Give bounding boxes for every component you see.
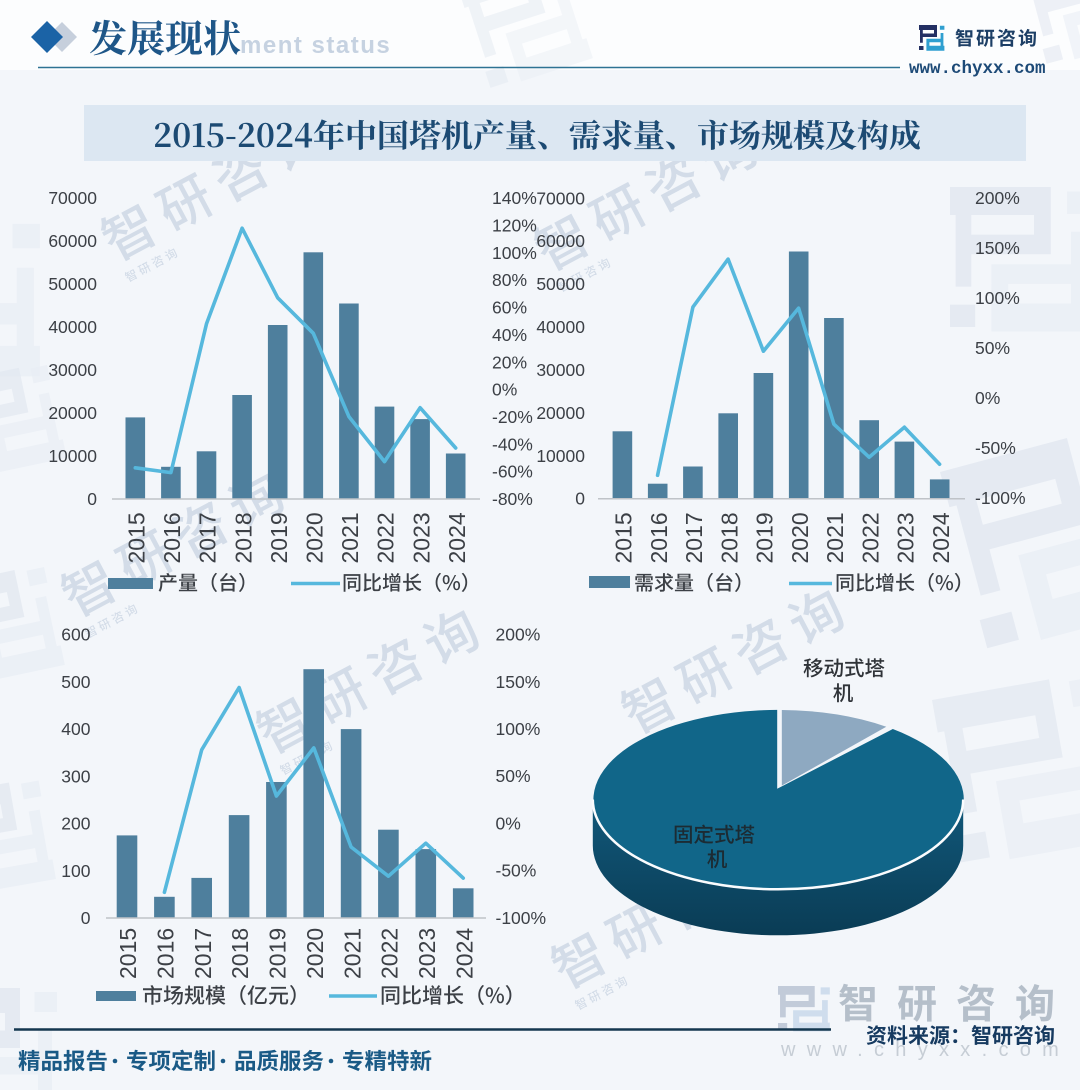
svg-text:20000: 20000 bbox=[536, 403, 585, 423]
svg-text:2021: 2021 bbox=[822, 512, 848, 563]
svg-text:0: 0 bbox=[81, 908, 91, 928]
svg-text:50000: 50000 bbox=[48, 274, 97, 294]
svg-text:2022: 2022 bbox=[377, 928, 403, 979]
svg-text:40000: 40000 bbox=[48, 317, 97, 337]
svg-text:2015: 2015 bbox=[115, 928, 141, 979]
svg-text:2017: 2017 bbox=[681, 512, 707, 563]
svg-text:www.chyxx.com: www.chyxx.com bbox=[780, 1039, 1070, 1061]
svg-text:2018: 2018 bbox=[227, 928, 253, 979]
svg-text:-100%: -100% bbox=[496, 908, 547, 928]
svg-text:50%: 50% bbox=[975, 338, 1010, 358]
svg-text:30000: 30000 bbox=[48, 360, 97, 380]
svg-text:70000: 70000 bbox=[536, 188, 585, 208]
svg-text:200%: 200% bbox=[975, 188, 1020, 208]
svg-text:200%: 200% bbox=[496, 625, 541, 645]
svg-text:-100%: -100% bbox=[975, 488, 1026, 508]
svg-text:2016: 2016 bbox=[159, 512, 185, 563]
svg-text:40%: 40% bbox=[492, 325, 527, 345]
svg-text:500: 500 bbox=[61, 672, 90, 692]
svg-text:2020: 2020 bbox=[787, 512, 813, 563]
svg-text:120%: 120% bbox=[492, 216, 537, 236]
svg-text:80%: 80% bbox=[492, 270, 527, 290]
svg-text:60%: 60% bbox=[492, 298, 527, 318]
svg-text:2023: 2023 bbox=[893, 512, 919, 563]
svg-text:400: 400 bbox=[61, 719, 90, 739]
svg-text:2023: 2023 bbox=[408, 512, 434, 563]
svg-text:0%: 0% bbox=[975, 388, 1000, 408]
svg-text:2021: 2021 bbox=[337, 512, 363, 563]
svg-text:2023: 2023 bbox=[414, 928, 440, 979]
svg-text:2024: 2024 bbox=[928, 512, 954, 563]
svg-text:150%: 150% bbox=[496, 672, 541, 692]
svg-text:2018: 2018 bbox=[716, 512, 742, 563]
svg-text:60000: 60000 bbox=[48, 231, 97, 251]
svg-text:300: 300 bbox=[61, 766, 90, 786]
svg-text:2015: 2015 bbox=[611, 512, 637, 563]
svg-text:2022: 2022 bbox=[857, 512, 883, 563]
svg-text:10000: 10000 bbox=[536, 446, 585, 466]
svg-text:2017: 2017 bbox=[195, 512, 221, 563]
svg-text:2024: 2024 bbox=[451, 928, 477, 979]
svg-text:20%: 20% bbox=[492, 352, 527, 372]
svg-text:www.chyxx.com: www.chyxx.com bbox=[909, 59, 1046, 79]
svg-text:-40%: -40% bbox=[492, 434, 533, 454]
svg-text:-80%: -80% bbox=[492, 489, 533, 509]
svg-text:2016: 2016 bbox=[646, 512, 672, 563]
svg-text:2022: 2022 bbox=[373, 512, 399, 563]
svg-text:60000: 60000 bbox=[536, 231, 585, 251]
svg-text:2019: 2019 bbox=[265, 928, 291, 979]
svg-text:40000: 40000 bbox=[536, 317, 585, 337]
svg-text:-20%: -20% bbox=[492, 407, 533, 427]
svg-text:0: 0 bbox=[87, 489, 97, 509]
svg-text:20000: 20000 bbox=[48, 403, 97, 423]
svg-text:-50%: -50% bbox=[496, 861, 537, 881]
svg-text:2019: 2019 bbox=[752, 512, 778, 563]
svg-text:2020: 2020 bbox=[302, 512, 328, 563]
svg-text:-50%: -50% bbox=[975, 438, 1016, 458]
svg-text:600: 600 bbox=[61, 625, 90, 645]
svg-text:50%: 50% bbox=[496, 766, 531, 786]
svg-text:0%: 0% bbox=[496, 813, 521, 833]
svg-text:2019: 2019 bbox=[266, 512, 292, 563]
svg-text:200: 200 bbox=[61, 814, 90, 834]
svg-text:2016: 2016 bbox=[153, 928, 179, 979]
svg-text:100%: 100% bbox=[975, 288, 1020, 308]
svg-text:2021: 2021 bbox=[339, 928, 365, 979]
svg-text:140%: 140% bbox=[492, 188, 537, 208]
svg-text:2024: 2024 bbox=[444, 512, 470, 563]
svg-text:30000: 30000 bbox=[536, 360, 585, 380]
svg-text:-60%: -60% bbox=[492, 462, 533, 482]
svg-text:50000: 50000 bbox=[536, 274, 585, 294]
svg-text:2015: 2015 bbox=[124, 512, 150, 563]
svg-text:2020: 2020 bbox=[302, 928, 328, 979]
svg-text:70000: 70000 bbox=[48, 188, 97, 208]
svg-text:100: 100 bbox=[61, 861, 90, 881]
svg-text:100%: 100% bbox=[496, 719, 541, 739]
svg-text:ment status: ment status bbox=[240, 32, 391, 59]
svg-text:10000: 10000 bbox=[48, 446, 97, 466]
svg-text:100%: 100% bbox=[492, 243, 537, 263]
svg-text:150%: 150% bbox=[975, 238, 1020, 258]
svg-text:2017: 2017 bbox=[190, 928, 216, 979]
svg-text:2018: 2018 bbox=[230, 512, 256, 563]
svg-text:0%: 0% bbox=[492, 380, 517, 400]
svg-text:0: 0 bbox=[575, 489, 585, 509]
